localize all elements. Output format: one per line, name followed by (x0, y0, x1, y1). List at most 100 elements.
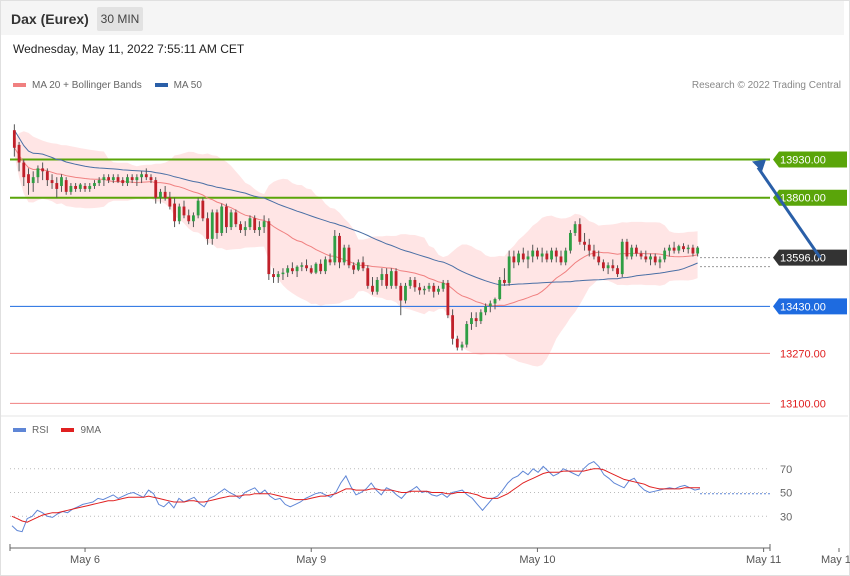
candle-body (135, 177, 139, 181)
candle-body (168, 197, 172, 207)
x-tick-label: May 9 (296, 554, 326, 566)
level-tag-13596.00 (773, 249, 847, 266)
candle-body (229, 212, 233, 228)
candle-body (540, 253, 544, 257)
candle-body (206, 218, 209, 239)
level-label-13800.00: 13800.00 (780, 193, 826, 205)
x-tick-label: May 6 (70, 554, 100, 566)
candle-body (686, 247, 690, 250)
candle-body (281, 272, 285, 275)
candle-body (338, 235, 341, 263)
candle-body (347, 247, 351, 266)
ma50-swatch (154, 83, 168, 88)
candle-body (625, 241, 629, 257)
legend-ma20-label: MA 20 + Bollinger Bands (32, 80, 142, 91)
main-legend: MA 20 + Bollinger Bands MA 50 (13, 80, 212, 91)
candle-body (323, 259, 327, 272)
level-label-13596.00: 13596.00 (780, 253, 826, 265)
level-label-13100.00: 13100.00 (780, 398, 826, 410)
candle-body (121, 180, 125, 184)
candle-body (22, 162, 26, 178)
copyright: Research © 2022 Trading Central (691, 80, 841, 91)
candle-body (361, 262, 365, 269)
candle-body (375, 279, 379, 292)
candle-body (601, 262, 605, 269)
candle-body (644, 256, 648, 260)
rsi-legend: RSI 9MA (13, 425, 111, 436)
candle-body (328, 259, 332, 263)
candle-body (163, 191, 167, 198)
legend-rsi-ma-label: 9MA (80, 425, 102, 436)
candle-body (437, 288, 440, 292)
rsi-ma-line (11, 468, 700, 523)
candle-body (243, 227, 247, 231)
candle-body (159, 191, 162, 198)
candle-body (408, 279, 412, 286)
candle-body (517, 253, 520, 263)
bollinger-band (14, 131, 698, 367)
candle-body (215, 212, 219, 233)
candle-body (201, 200, 205, 219)
candle-body (488, 303, 492, 307)
candle-body (64, 180, 68, 192)
candle-body (93, 183, 96, 186)
candle-body (253, 218, 257, 231)
candle-body (559, 256, 563, 263)
candle-body (432, 285, 436, 292)
candle-body (333, 235, 337, 263)
instrument-title: Dax (Eurex) (11, 11, 89, 27)
x-tick-label: May 11 (746, 554, 781, 566)
rsi-tick-70: 70 (780, 464, 792, 476)
candle-body (696, 247, 700, 254)
legend-rsi-ma: 9MA (61, 425, 101, 436)
candle-body (573, 224, 577, 233)
candle-body (210, 212, 214, 239)
candle-body (196, 200, 200, 216)
candle-body (305, 265, 308, 269)
candle-body (658, 259, 662, 263)
level-label-13930.00: 13930.00 (780, 155, 826, 167)
candle-body (663, 250, 667, 260)
candle-body (583, 241, 586, 245)
candle-body (300, 265, 304, 267)
candle-body (257, 227, 261, 231)
candle-body (389, 271, 393, 286)
candle-body (536, 250, 539, 257)
candle-body (130, 177, 134, 181)
candle-body (587, 244, 591, 251)
projection-arrow (756, 166, 822, 259)
candle-body (606, 265, 610, 269)
candle-body (262, 221, 266, 228)
candle-body (41, 168, 45, 172)
candle-body (512, 256, 516, 263)
timeframe-badge[interactable]: 30 MIN (97, 7, 143, 31)
legend-rsi-label: RSI (32, 425, 49, 436)
candle-body (111, 177, 115, 181)
candle-body (672, 247, 676, 251)
candle-body (309, 268, 313, 273)
candle-body (597, 256, 601, 263)
candle-body (620, 241, 624, 275)
candle-body (140, 174, 144, 178)
candle-body (69, 185, 73, 192)
candle-body (493, 299, 497, 304)
candle-body (234, 212, 238, 225)
candle-body (465, 324, 469, 345)
candle-body (474, 318, 478, 322)
level-tag-13800.00 (773, 189, 847, 206)
candle-body (55, 183, 59, 189)
candle-body (27, 174, 30, 184)
candle-body (634, 247, 638, 254)
candle-body (451, 315, 455, 339)
candle-body (531, 250, 535, 257)
candle-body (45, 171, 49, 181)
candle-body (50, 180, 54, 184)
candle-body (578, 224, 582, 242)
level-tag-13430.00 (773, 298, 847, 315)
candle-body (413, 279, 417, 288)
candle-body (399, 285, 403, 301)
candle-body (366, 268, 370, 286)
candle-body (455, 338, 459, 348)
candle-body (550, 250, 553, 260)
candle-body (272, 274, 275, 278)
